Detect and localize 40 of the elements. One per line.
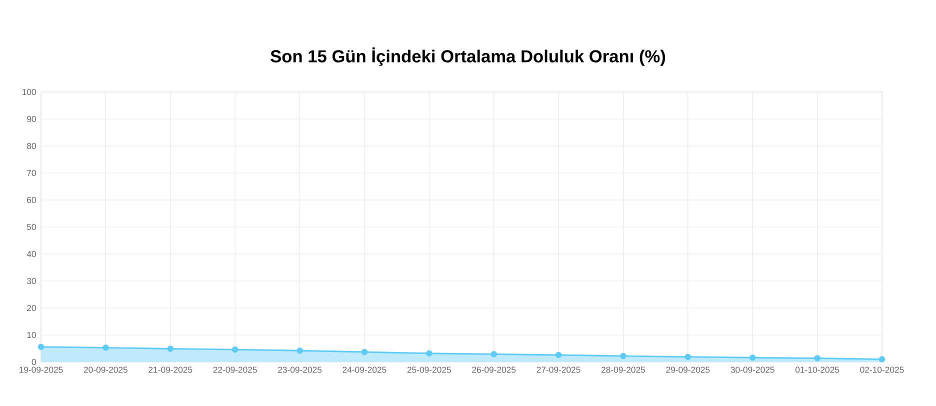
y-tick-label: 50 (27, 224, 36, 230)
y-tick-label: 30 (26, 278, 36, 284)
y-tick-label: 70 (27, 170, 36, 176)
x-tick-label: 26-09-2025 (472, 366, 516, 373)
x-tick-label: 19-09-2025 (20, 366, 63, 373)
point (814, 355, 820, 362)
y-tick-label: 90 (27, 116, 36, 122)
point (232, 346, 238, 353)
point (555, 352, 562, 358)
point (878, 356, 886, 362)
x-tick-label: 27-09-2025 (536, 366, 580, 373)
point (167, 346, 174, 352)
point (749, 354, 756, 361)
point (296, 348, 303, 354)
x-tick-label: 24-09-2025 (342, 366, 386, 373)
point (684, 354, 692, 360)
chart-title: Son 15 Gün İçindeki Ortalama Doluluk Oranı (%) (270, 47, 666, 66)
x-tick-label: 02-10-2025 (860, 366, 904, 373)
x-tick-label: 20-09-2025 (84, 366, 128, 373)
x-tick-label: 28-09-2025 (602, 366, 646, 373)
point (361, 348, 368, 356)
x-tick-label: 23-09-2025 (278, 366, 322, 373)
x-tick-label: 22-09-2025 (213, 366, 257, 373)
y-tick-label: 10 (27, 332, 36, 338)
x-tick-label: 21-09-2025 (148, 366, 192, 373)
y-tick-label: 60 (27, 196, 36, 204)
point (38, 344, 44, 350)
x-tick-label: 29-09-2025 (666, 366, 710, 373)
y-tick-label: 80 (27, 142, 36, 150)
x-tick-label: 30-09-2025 (730, 366, 774, 373)
point (490, 351, 497, 358)
y-tick-label: 100 (22, 88, 36, 96)
point (426, 350, 432, 356)
y-tick-label: 40 (26, 250, 36, 258)
point (620, 352, 626, 360)
point (102, 344, 109, 351)
x-tick-label: 01-10-2025 (795, 366, 840, 373)
y-tick-label: 20 (27, 304, 36, 312)
y-tick-label: 0 (32, 358, 36, 366)
x-tick-label: 25-09-2025 (407, 366, 451, 373)
